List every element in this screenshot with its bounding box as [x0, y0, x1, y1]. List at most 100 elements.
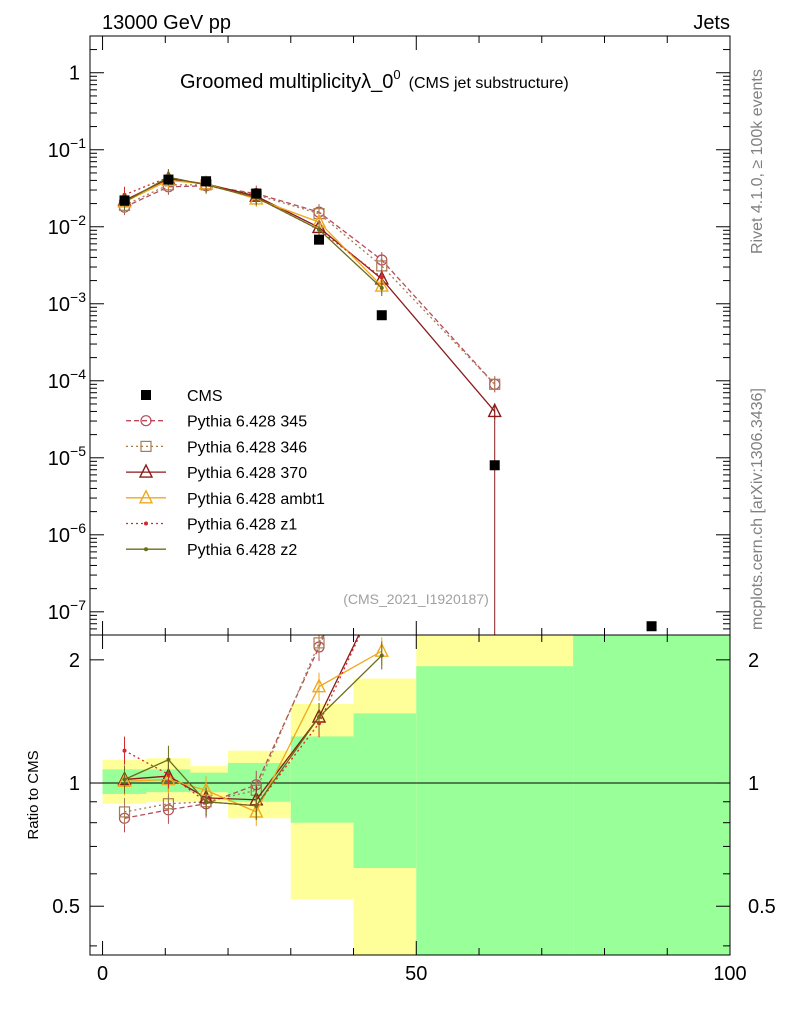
ratio-ytick-label-right-0: 2 — [748, 650, 759, 672]
legend-label-4: Pythia 6.428 ambt1 — [187, 491, 325, 508]
main-ytick-label-7: 10−7 — [48, 597, 86, 624]
legend-marker-4 — [138, 489, 154, 504]
x-axis: 0 50 100 — [97, 36, 747, 985]
main-y-axis: 110−110−210−310−410−510−610−7 — [48, 35, 730, 636]
ratio-point-5-5 — [379, 653, 384, 658]
main-ytick-base-4: 10 — [48, 371, 70, 393]
series-point-4-5 — [379, 275, 384, 280]
series-line-0 — [124, 185, 496, 385]
ratio-axis-label: Ratio to CMS — [25, 750, 42, 839]
legend-marker-3 — [138, 463, 154, 478]
ratio-point-5-3 — [254, 803, 259, 808]
main-ytick-exp-5: −5 — [70, 443, 86, 459]
ratio-point-4-5 — [380, 586, 384, 590]
legend-marker-0 — [141, 390, 151, 400]
rivet-version-label: Rivet 4.1.0, ≥ 100k events — [749, 69, 766, 254]
data-point-6 — [489, 460, 500, 471]
main-plot-series — [117, 169, 657, 635]
main-ytick-label-1: 10−1 — [48, 135, 86, 162]
ratio-point-1-5 — [377, 511, 387, 521]
main-ytick-exp-7: −7 — [70, 597, 86, 613]
ratio-point-1-6 — [490, 352, 500, 362]
plot-title: Groomed multiplicityλ_00 (CMS jet substru… — [180, 67, 569, 93]
plot-title-main: Groomed multiplicityλ_0 — [180, 71, 393, 93]
main-ytick-base-1: 10 — [48, 140, 70, 162]
data-point-2 — [201, 176, 212, 187]
main-ytick-label-2: 10−2 — [48, 212, 86, 239]
ratio-point-5-4 — [317, 714, 322, 719]
header-right: Jets — [693, 12, 730, 34]
ratio-ytick-label-right-2: 0.5 — [748, 896, 776, 918]
xtick-label-2: 100 — [713, 963, 746, 985]
ratio-ytick-label-right-1: 1 — [748, 773, 759, 795]
legend-label-0: CMS — [187, 388, 223, 405]
data-point-1 — [163, 174, 174, 185]
main-ytick-label-5: 10−5 — [48, 443, 86, 470]
legend-marker-2 — [140, 440, 152, 452]
data-point-4 — [314, 234, 325, 245]
ratio-point-0-6 — [490, 352, 500, 362]
ratio-uncertainty-bands — [90, 635, 730, 955]
plot-subtitle: (CMS jet substructure) — [409, 75, 569, 92]
plot-title-superscript: 0 — [393, 67, 400, 82]
ratio-point-5-1 — [166, 757, 171, 762]
band-green-4 — [290, 736, 354, 823]
series-point-5-5 — [379, 286, 384, 291]
ratio-point-4-1 — [166, 772, 171, 777]
legend-label-5: Pythia 6.428 z1 — [187, 517, 297, 534]
main-ytick-exp-6: −6 — [70, 520, 86, 536]
main-ytick-exp-3: −3 — [70, 289, 86, 305]
legend-label-6: Pythia 6.428 z2 — [187, 542, 297, 559]
main-ytick-base-5: 10 — [48, 448, 70, 470]
ratio-point-1-1 — [162, 798, 175, 810]
series-line-5 — [124, 176, 383, 289]
ratio-y-axis: 2 2 1 1 0.5 0.5 — [52, 650, 776, 947]
legend: CMS Pythia 6.428 345 Pythia 6.428 346 Pythi… — [126, 388, 325, 559]
analysis-watermark: (CMS_2021_I1920187) — [343, 591, 489, 607]
main-ytick-label-0: 1 — [69, 63, 80, 85]
data-point-0 — [119, 195, 130, 206]
series-line-1 — [124, 184, 496, 385]
main-ytick-exp-2: −2 — [70, 212, 86, 228]
ratio-plot-frame — [89, 634, 731, 956]
ratio-ytick-label-left-2: 0.5 — [52, 896, 80, 918]
legend-label-1: Pythia 6.428 345 — [187, 414, 307, 431]
series-point-1-6 — [489, 378, 501, 390]
legend-marker-5 — [144, 521, 148, 526]
ratio-point-1-0 — [118, 806, 131, 818]
main-ytick-base-2: 10 — [48, 217, 70, 239]
main-ytick-base-0: 1 — [69, 63, 80, 85]
band-green-5 — [353, 713, 417, 868]
main-ytick-base-6: 10 — [48, 525, 70, 547]
band-green-7 — [573, 635, 730, 955]
ratio-point-5-0 — [122, 777, 127, 782]
ratio-ytick-label-left-0: 2 — [69, 650, 80, 672]
band-green-6 — [416, 666, 574, 955]
legend-label-3: Pythia 6.428 370 — [187, 465, 307, 482]
header-left: 13000 GeV pp — [102, 12, 231, 34]
main-ytick-label-4: 10−4 — [48, 366, 86, 393]
main-plot-frame — [89, 35, 731, 636]
main-ytick-exp-4: −4 — [70, 366, 86, 382]
ratio-line-3 — [124, 650, 383, 813]
ratio-point-0-5 — [377, 492, 387, 502]
data-point-3 — [251, 188, 262, 199]
ratio-line-5 — [124, 654, 383, 807]
series-point-5-4 — [317, 227, 322, 232]
main-ytick-exp-1: −1 — [70, 135, 86, 151]
data-point-5 — [376, 310, 387, 321]
data-point-7 — [646, 621, 657, 632]
main-ytick-base-3: 10 — [48, 294, 70, 316]
band-green-2 — [190, 772, 229, 793]
main-ytick-label-6: 10−6 — [48, 520, 86, 547]
main-ytick-label-3: 10−3 — [48, 289, 86, 316]
ratio-ytick-label-left-1: 1 — [69, 773, 80, 795]
ratio-point-5-2 — [204, 799, 209, 804]
legend-marker-1 — [140, 415, 152, 427]
ratio-point-3-4 — [311, 678, 327, 693]
xtick-label-1: 50 — [405, 963, 427, 985]
mcplots-label: mcplots.cern.ch [arXiv:1306.3436] — [749, 388, 766, 630]
series-line-2 — [124, 178, 496, 412]
ratio-plot-series — [117, 352, 500, 833]
